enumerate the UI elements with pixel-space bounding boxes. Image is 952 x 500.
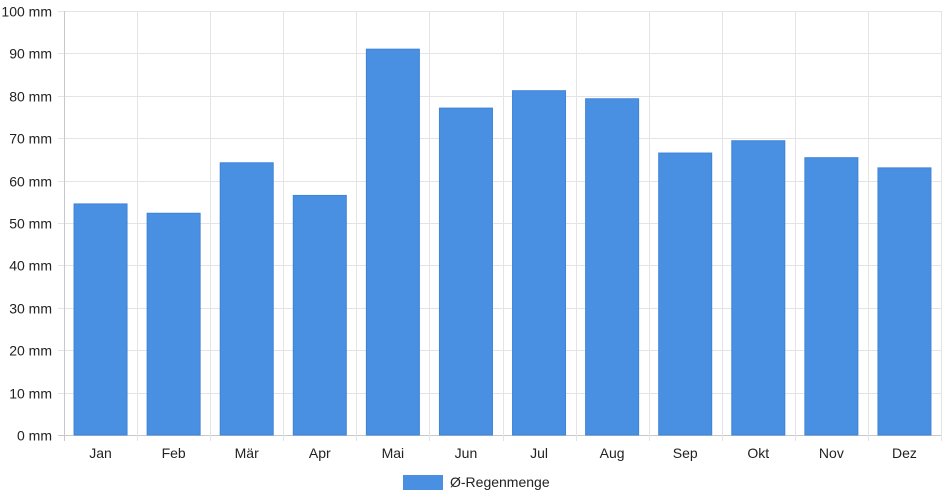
bar-mai[interactable] [365, 48, 420, 436]
x-tick-label: Jul [530, 445, 548, 461]
y-tick-label: 70 mm [9, 131, 52, 147]
legend-swatch [403, 475, 443, 490]
y-tick-label: 40 mm [9, 258, 52, 274]
y-tick-label: 20 mm [9, 343, 52, 359]
y-tick-label: 90 mm [9, 46, 52, 62]
y-axis: 0 mm 10 mm 20 mm 30 mm 40 mm 50 mm 60 mm 70 mm 8… [1, 4, 52, 444]
legend[interactable]: Ø-Regenmenge [403, 474, 550, 490]
bar-jun[interactable] [438, 107, 493, 436]
bar-feb[interactable] [146, 212, 201, 436]
grid-layer [58, 11, 942, 441]
bar-aug[interactable] [585, 98, 640, 436]
bars-layer [73, 48, 932, 436]
bar-sep[interactable] [658, 152, 713, 436]
y-tick-label: 100 mm [1, 4, 52, 20]
x-tick-label: Nov [819, 445, 844, 461]
x-tick-label: Dez [892, 445, 917, 461]
x-tick-label: Jun [455, 445, 478, 461]
x-tick-label: Mär [235, 445, 259, 461]
bar-jul[interactable] [512, 90, 567, 436]
bar-jan[interactable] [73, 203, 128, 436]
x-tick-label: Jan [89, 445, 112, 461]
x-tick-label: Okt [747, 445, 769, 461]
y-tick-label: 10 mm [9, 386, 52, 402]
y-tick-label: 50 mm [9, 216, 52, 232]
bar-dez[interactable] [877, 167, 932, 436]
y-tick-label: 60 mm [9, 174, 52, 190]
bar-apr[interactable] [292, 194, 347, 436]
bar-nov[interactable] [804, 157, 859, 436]
x-tick-label: Feb [162, 445, 186, 461]
x-tick-label: Sep [673, 445, 698, 461]
x-axis: Jan Feb Mär Apr Mai Jun Jul Aug Sep Okt Nov Dez [89, 445, 917, 461]
x-tick-label: Apr [309, 445, 331, 461]
legend-label: Ø-Regenmenge [450, 474, 550, 490]
y-tick-label: 30 mm [9, 301, 52, 317]
x-tick-label: Mai [382, 445, 405, 461]
y-tick-label: 0 mm [17, 428, 52, 444]
y-tick-label: 80 mm [9, 89, 52, 105]
bar-okt[interactable] [731, 140, 786, 436]
bar-mär[interactable] [219, 162, 274, 436]
x-tick-label: Aug [600, 445, 625, 461]
